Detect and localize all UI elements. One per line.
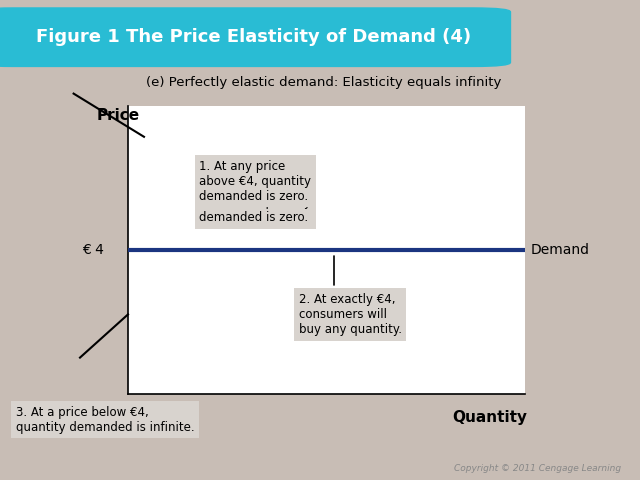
Text: 2. At exactly €4,
consumers will
buy any quantity.: 2. At exactly €4, consumers will buy any… (299, 256, 402, 336)
Text: 1. At any price
above €4, quantity
demanded is zero.: 1. At any price above €4, quantity deman… (200, 159, 312, 203)
Text: € 4: € 4 (83, 242, 104, 257)
Text: (e) Perfectly elastic demand: Elasticity equals infinity: (e) Perfectly elastic demand: Elasticity… (145, 76, 501, 89)
Text: 1. At any price
above €4, quantity
demanded is zero.: 1. At any price above €4, quantity deman… (200, 181, 312, 224)
Text: 3. At a price below €4,
quantity demanded is infinite.: 3. At a price below €4, quantity demande… (16, 406, 195, 433)
FancyBboxPatch shape (0, 8, 511, 66)
Text: Copyright © 2011 Cengage Learning: Copyright © 2011 Cengage Learning (454, 464, 621, 473)
Text: Figure 1 The Price Elasticity of Demand (4): Figure 1 The Price Elasticity of Demand … (36, 28, 471, 46)
Text: Demand: Demand (531, 242, 589, 257)
Text: Price: Price (96, 108, 140, 123)
Text: 0: 0 (112, 406, 120, 420)
Text: Quantity: Quantity (452, 410, 527, 425)
